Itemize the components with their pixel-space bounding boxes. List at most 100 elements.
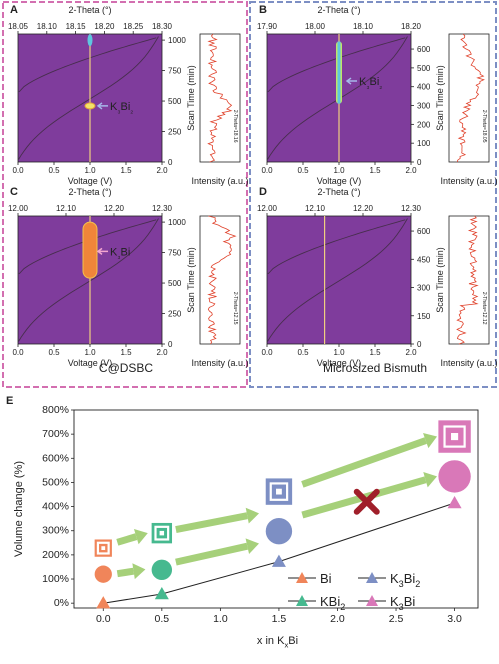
trend-arrow [175, 542, 249, 566]
intensity-panel [448, 33, 490, 163]
intensity-line [456, 33, 485, 163]
legend-label: KBi2 [320, 594, 345, 612]
voltage-profile-line [18, 36, 159, 160]
legend-swatch [296, 572, 308, 583]
y-tick-label: 700% [42, 428, 69, 440]
top-tick-label: 18.10 [37, 22, 58, 31]
trend-arrow [116, 533, 138, 546]
phase-peak [84, 102, 96, 110]
trend-arrow-head [132, 563, 146, 580]
phase-label: K₃Bi [110, 246, 130, 260]
intensity-panel [448, 215, 490, 345]
x-tick-label: 2.0 [330, 613, 345, 625]
trend-arrow-head [423, 472, 438, 488]
intensity-line [207, 33, 233, 163]
triangle-marker [271, 554, 286, 567]
y-tick-label: 500% [42, 476, 69, 488]
intensity-legend: 2-Theta=18.16 [232, 110, 238, 143]
top-tick-label: 18.20 [94, 22, 115, 31]
panel-letter: B [259, 4, 267, 16]
phase-band [82, 221, 98, 279]
intensity-line [456, 215, 479, 345]
top-tick-label: 18.00 [305, 22, 326, 31]
y-tick-label: 200% [42, 549, 69, 561]
top-tick-label: 12.10 [305, 204, 326, 213]
legend-label: Bi [320, 571, 332, 586]
panel-b: B 2-Theta (°) 17.90 18.00 18.10 18.20 K₃Bi₂ 0.0… [257, 4, 498, 186]
panel-e-letter: E [6, 395, 13, 407]
y-tick-label: 600 [417, 45, 431, 54]
y-tick-label: 0 [168, 158, 173, 167]
y-tick-label: 0 [417, 158, 422, 167]
y-tick-label: 300 [417, 284, 431, 293]
intensity-axis-label: Intensity (a.u.) [191, 176, 248, 186]
y-tick-label: 800% [42, 404, 69, 416]
x-tick-label: 0.5 [297, 348, 309, 357]
right-group-frame [249, 1, 497, 388]
y-tick-label: 200 [417, 120, 431, 129]
legend-label: K3Bi [390, 594, 415, 612]
voltage-profile-line [267, 36, 408, 160]
phase-arrow [96, 247, 108, 255]
square-marker-ring [269, 482, 289, 501]
x-tick-label: 2.0 [156, 166, 168, 175]
y-tick-label: 250 [168, 310, 182, 319]
top-axis-title: 2-Theta (°) [68, 187, 111, 197]
legend-swatch [366, 595, 378, 606]
y-tick-label: 300 [417, 102, 431, 111]
x-axis-label: Voltage (V) [317, 358, 362, 368]
cross-marker [353, 488, 380, 515]
triangle-marker [447, 495, 462, 509]
top-tick-label: 18.10 [353, 22, 374, 31]
panel-a: A 2-Theta (°) 18.05 18.10 18.15 18.20 18.25 18.… [8, 4, 249, 186]
intensity-legend: 2-Theta=12.12 [481, 292, 487, 325]
phase-band-core [337, 41, 341, 104]
trend-arrow-head [133, 528, 148, 545]
y-tick-label: 0 [168, 340, 173, 349]
x-axis-label: Voltage (V) [68, 358, 113, 368]
triangle-marker [154, 586, 169, 600]
x-tick-label: 1.5 [369, 166, 381, 175]
x-tick-label: 2.5 [389, 613, 404, 625]
y-tick-label: 500 [417, 64, 431, 73]
y-tick-label: 400 [417, 83, 431, 92]
y-tick-label: 250 [168, 128, 182, 137]
top-axis-title: 2-Theta (°) [317, 187, 360, 197]
x-tick-label: 0.0 [96, 613, 111, 625]
panel-d: D 2-Theta (°) 12.00 12.10 12.20 12.30 0.0 0.5 1.… [257, 186, 498, 368]
voltage-profile-line [267, 37, 406, 93]
square-marker-ring [154, 525, 170, 541]
voltage-profile-line [18, 37, 157, 93]
trend-arrow [301, 437, 427, 488]
top-tick-label: 12.30 [401, 204, 422, 213]
square-marker-ring [96, 541, 110, 555]
top-tick-label: 12.20 [353, 204, 374, 213]
y-tick-label: 0 [417, 340, 422, 349]
square-marker-core [276, 488, 282, 495]
intensity-panel [199, 215, 241, 345]
voltage-profile-line [267, 218, 408, 342]
intensity-axis-label: Intensity (a.u.) [440, 176, 497, 186]
top-tick-label: 12.20 [104, 204, 125, 213]
square-marker-core [451, 432, 459, 441]
x-axis-label: Voltage (V) [68, 176, 113, 186]
phase-label: K₃Bi₂ [359, 76, 382, 90]
y-tick-label: 300% [42, 525, 69, 537]
x-tick-label: 1.0 [333, 166, 345, 175]
intensity-legend: 2-Theta=18.05 [481, 110, 487, 143]
voltage-profile-line [18, 218, 159, 342]
y-tick-label: 500 [168, 97, 182, 106]
y-tick-label: 100 [417, 139, 431, 148]
y-axis-label: Scan Time (min) [186, 65, 196, 131]
y-tick-label: 1000 [168, 36, 186, 45]
panel-letter: A [10, 4, 18, 16]
y-tick-label: 150 [417, 312, 431, 321]
legend-item: K3Bi2 [358, 571, 420, 589]
top-tick-label: 18.05 [8, 22, 29, 31]
y-axis-label: Scan Time (min) [435, 247, 445, 313]
x-tick-label: 2.0 [405, 166, 417, 175]
top-tick-label: 12.00 [8, 204, 29, 213]
phase-arrow [96, 102, 108, 110]
x-tick-label: 0.5 [297, 166, 309, 175]
